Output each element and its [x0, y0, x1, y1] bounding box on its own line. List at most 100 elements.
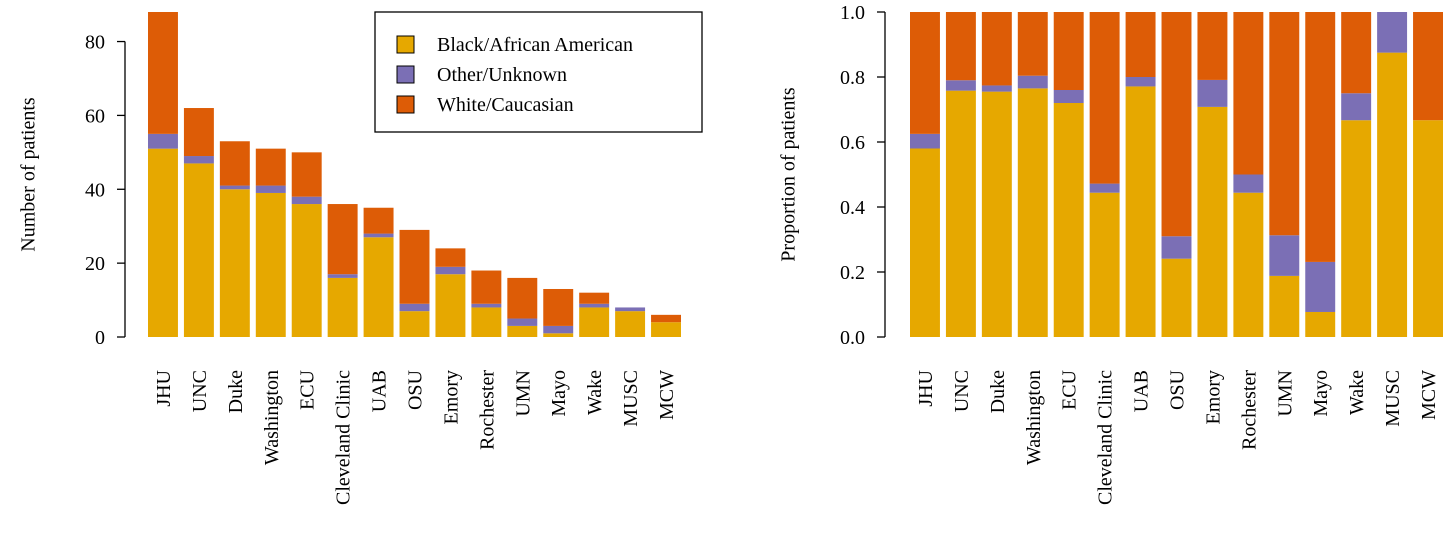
- bar-segment: [1233, 192, 1264, 337]
- bar-segment: [507, 318, 538, 326]
- x-tick-label: Rochester: [1238, 370, 1260, 450]
- bar-segment: [981, 85, 1012, 92]
- bar-segment: [435, 274, 466, 337]
- x-tick-label: OSU: [405, 369, 427, 410]
- x-tick-label: UAB: [1131, 370, 1153, 412]
- bar-segment: [363, 237, 394, 337]
- bar-segment: [1413, 120, 1443, 337]
- bar-segment: [183, 108, 214, 157]
- legend-box: [374, 11, 703, 133]
- bar-segment: [1413, 12, 1443, 121]
- y-tick-label: 0.8: [840, 67, 865, 89]
- bar-segment: [1125, 86, 1156, 337]
- y-tick-label: 20: [85, 253, 105, 275]
- bar-segment: [435, 248, 466, 267]
- bar-segment: [1197, 106, 1228, 338]
- y-tick-label: 60: [85, 105, 105, 127]
- y-axis-title: Proportion of patients: [778, 87, 800, 262]
- bar-segment: [1089, 183, 1120, 193]
- y-tick-label: 0.0: [840, 327, 865, 349]
- x-tick-label: MCW: [1418, 370, 1440, 420]
- bar-segment: [363, 233, 394, 238]
- bar-segment: [1341, 120, 1372, 337]
- bar-segment: [579, 303, 610, 308]
- x-tick-label: Cleveland Clinic: [1095, 370, 1117, 505]
- bar-segment: [363, 207, 394, 234]
- x-tick-label: Cleveland Clinic: [333, 370, 355, 505]
- bar-segment: [219, 141, 250, 186]
- bar-segment: [1197, 79, 1228, 107]
- x-tick-label: Washington: [1023, 370, 1045, 465]
- legend-label: Black/African American: [437, 34, 633, 56]
- legend-label: Other/Unknown: [437, 64, 567, 86]
- bar-segment: [579, 292, 610, 304]
- bar-segment: [1017, 75, 1048, 89]
- bar-segment: [1233, 174, 1264, 193]
- x-tick-label: MUSC: [1382, 370, 1404, 427]
- bar-segment: [981, 12, 1012, 86]
- bar-segment: [1341, 12, 1372, 94]
- x-tick-label: UNC: [951, 370, 973, 412]
- bar-segment: [291, 204, 322, 337]
- x-tick-label: ECU: [1059, 369, 1081, 410]
- y-tick-label: 0: [95, 327, 105, 349]
- bar-segment: [507, 277, 538, 319]
- bar-segment: [183, 156, 214, 164]
- bar-segment: [615, 307, 646, 312]
- bar-segment: [148, 148, 178, 337]
- x-tick-label: Emory: [440, 370, 462, 424]
- x-tick-label: Washington: [261, 370, 283, 465]
- bar-segment: [1053, 12, 1084, 90]
- x-tick-label: Emory: [1202, 370, 1224, 424]
- bar-segment: [1305, 311, 1336, 337]
- bar-segment: [1053, 90, 1084, 103]
- bar-segment: [1305, 261, 1336, 312]
- x-tick-label: UAB: [369, 370, 391, 412]
- bar-segment: [1125, 12, 1156, 77]
- bar-segment: [981, 91, 1012, 337]
- bar-segment: [471, 270, 502, 304]
- bar-segment: [327, 204, 358, 275]
- y-axis-title: Number of patients: [18, 97, 40, 252]
- bar-segment: [1269, 275, 1300, 337]
- y-tick-label: 80: [85, 32, 105, 54]
- x-tick-label: OSU: [1167, 369, 1189, 410]
- bar-segment: [435, 266, 466, 275]
- bar-segment: [327, 277, 358, 337]
- y-tick-label: 40: [85, 179, 105, 201]
- bar-segment: [148, 12, 178, 134]
- bar-segment: [1053, 103, 1084, 337]
- bar-segment: [579, 307, 610, 337]
- y-tick-label: 0.6: [840, 132, 865, 154]
- bar-segment: [1161, 236, 1192, 259]
- bar-segment: [1341, 93, 1372, 121]
- x-tick-label: Wake: [1346, 370, 1368, 415]
- x-tick-label: UNC: [189, 370, 211, 412]
- bar-segment: [148, 133, 178, 149]
- bar-segment: [219, 185, 250, 190]
- bar-segment: [651, 314, 681, 323]
- bar-segment: [1089, 192, 1120, 337]
- y-tick-label: 0.4: [840, 197, 865, 219]
- bar-segment: [651, 322, 681, 337]
- bar-segment: [255, 185, 286, 193]
- bar-segment: [945, 80, 976, 91]
- bar-segment: [1017, 88, 1048, 337]
- bar-segment: [1377, 12, 1408, 53]
- bar-segment: [945, 12, 976, 81]
- x-tick-label: MCW: [656, 370, 678, 420]
- x-tick-label: JHU: [915, 369, 937, 406]
- bar-segment: [945, 90, 976, 338]
- x-tick-label: Duke: [225, 370, 247, 413]
- bar-segment: [1161, 12, 1192, 237]
- y-tick-label: 0.2: [840, 262, 865, 284]
- bar-segment: [291, 152, 322, 197]
- x-tick-label: UMN: [1274, 370, 1296, 417]
- bar-segment: [219, 189, 250, 337]
- bar-segment: [399, 311, 430, 337]
- bar-segment: [1089, 12, 1120, 184]
- bar-segment: [1125, 77, 1156, 87]
- bar-segment: [910, 12, 940, 134]
- x-tick-label: MUSC: [620, 370, 642, 427]
